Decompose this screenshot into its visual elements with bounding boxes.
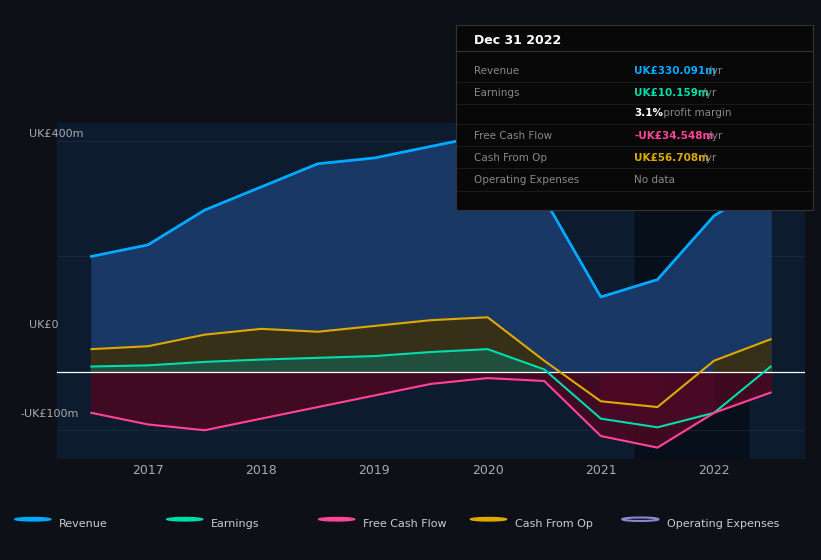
Text: UK£56.708m: UK£56.708m bbox=[635, 153, 709, 163]
Text: Free Cash Flow: Free Cash Flow bbox=[363, 519, 447, 529]
Circle shape bbox=[167, 517, 203, 521]
Text: Earnings: Earnings bbox=[211, 519, 259, 529]
Text: Cash From Op: Cash From Op bbox=[515, 519, 593, 529]
Text: UK£400m: UK£400m bbox=[29, 129, 83, 139]
Text: Free Cash Flow: Free Cash Flow bbox=[474, 130, 552, 141]
Text: /yr: /yr bbox=[699, 88, 716, 98]
Text: /yr: /yr bbox=[705, 66, 722, 76]
Text: Cash From Op: Cash From Op bbox=[474, 153, 547, 163]
Text: -UK£34.548m: -UK£34.548m bbox=[635, 130, 713, 141]
Text: UK£10.159m: UK£10.159m bbox=[635, 88, 709, 98]
Text: UK£330.091m: UK£330.091m bbox=[635, 66, 716, 76]
Text: No data: No data bbox=[635, 175, 675, 185]
Text: profit margin: profit margin bbox=[660, 108, 732, 118]
Text: /yr: /yr bbox=[705, 130, 722, 141]
Text: Dec 31 2022: Dec 31 2022 bbox=[474, 34, 561, 48]
Text: Operating Expenses: Operating Expenses bbox=[474, 175, 579, 185]
Circle shape bbox=[470, 517, 507, 521]
Text: -UK£100m: -UK£100m bbox=[21, 409, 79, 419]
Text: Earnings: Earnings bbox=[474, 88, 519, 98]
Circle shape bbox=[15, 517, 51, 521]
Bar bbox=[635, 123, 748, 459]
Text: Revenue: Revenue bbox=[474, 66, 519, 76]
Text: UK£0: UK£0 bbox=[29, 320, 58, 330]
Text: 3.1%: 3.1% bbox=[635, 108, 663, 118]
Text: Revenue: Revenue bbox=[59, 519, 108, 529]
Circle shape bbox=[319, 517, 355, 521]
Text: Operating Expenses: Operating Expenses bbox=[667, 519, 779, 529]
Text: /yr: /yr bbox=[699, 153, 716, 163]
